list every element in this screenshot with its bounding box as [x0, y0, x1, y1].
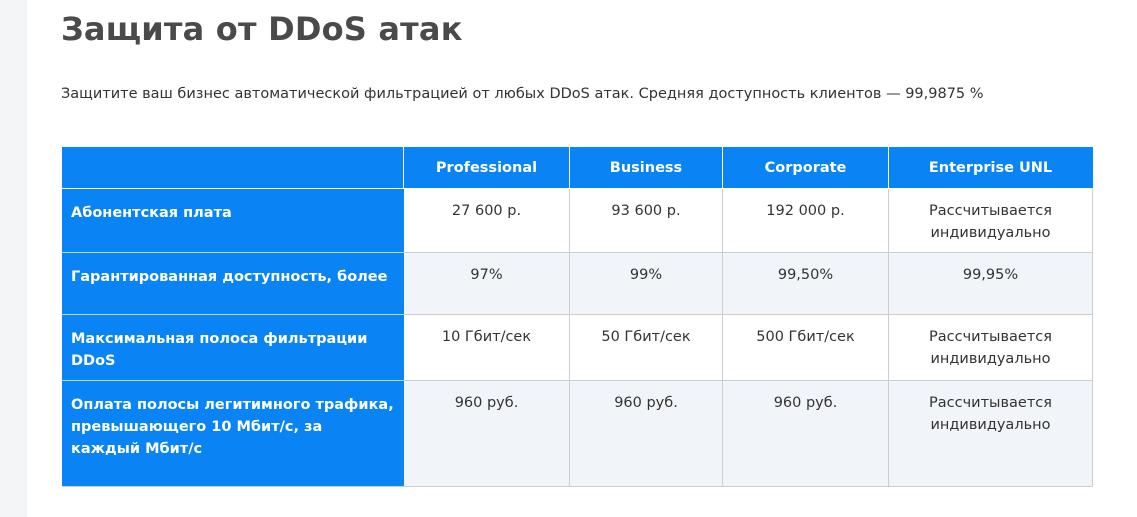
table-cell: 99,95%	[888, 252, 1093, 315]
page-subtitle: Защитите ваш бизнес автоматической фильт…	[61, 86, 984, 102]
table-corner-cell	[62, 147, 404, 189]
table-cell: 10 Гбит/сек	[403, 314, 570, 381]
table-row: Максимальная полоса фильтрации DDoS 10 Г…	[62, 314, 1093, 381]
table-cell: Рассчитывается индивидуально	[888, 380, 1093, 487]
table-cell: 960 руб.	[569, 380, 723, 487]
column-header-professional: Professional	[403, 147, 570, 189]
page-title: Защита от DDoS атак	[61, 10, 463, 48]
column-header-business: Business	[569, 147, 723, 189]
table-header-row: Professional Business Corporate Enterpri…	[62, 147, 1093, 189]
table-cell: 99%	[569, 252, 723, 315]
table-cell: 500 Гбит/сек	[722, 314, 889, 381]
pricing-table: Professional Business Corporate Enterpri…	[62, 147, 1093, 487]
table-cell: 192 000 р.	[722, 188, 889, 253]
row-label-max-filtering-bandwidth: Максимальная полоса фильтрации DDoS	[62, 314, 404, 381]
row-label-subscription-fee: Абонентская плата	[62, 188, 404, 253]
row-label-guaranteed-availability: Гарантированная доступность, более	[62, 252, 404, 315]
row-label-legitimate-traffic-payment: Оплата полосы легитимного трафика, превы…	[62, 380, 404, 487]
table-cell: 93 600 р.	[569, 188, 723, 253]
table-cell: Рассчитывается индивидуально	[888, 314, 1093, 381]
column-header-corporate: Corporate	[722, 147, 889, 189]
table-row: Гарантированная доступность, более 97% 9…	[62, 252, 1093, 315]
table-cell: 99,50%	[722, 252, 889, 315]
column-header-enterprise-unl: Enterprise UNL	[888, 147, 1093, 189]
table-cell: 960 руб.	[722, 380, 889, 487]
table-row: Абонентская плата 27 600 р. 93 600 р. 19…	[62, 188, 1093, 253]
table-cell: 97%	[403, 252, 570, 315]
left-sidebar-strip	[0, 0, 27, 517]
table-cell: Рассчитывается индивидуально	[888, 188, 1093, 253]
table-cell: 50 Гбит/сек	[569, 314, 723, 381]
table-cell: 27 600 р.	[403, 188, 570, 253]
table-cell: 960 руб.	[403, 380, 570, 487]
table-row: Оплата полосы легитимного трафика, превы…	[62, 380, 1093, 487]
